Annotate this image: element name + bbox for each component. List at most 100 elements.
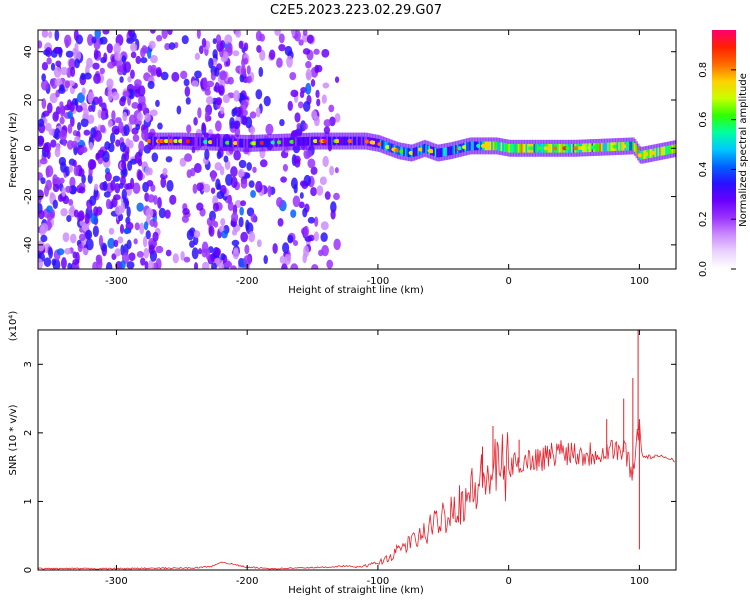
heatmap-cell (307, 136, 311, 146)
heatmap-cell (93, 206, 99, 217)
heatmap-cell (157, 122, 163, 130)
heatmap-cell (145, 230, 151, 240)
heatmap-cell (160, 71, 169, 81)
heatmap-cell (360, 136, 364, 146)
heatmap-cell (282, 242, 290, 254)
heatmap-cell (650, 150, 656, 155)
heatmap-cell (429, 149, 435, 154)
heatmap-cell (571, 143, 574, 153)
heatmap-cell (64, 80, 71, 89)
heatmap-cell (502, 142, 505, 152)
heatmap-cell (668, 145, 671, 155)
heatmap-y-tick-label: -40 (23, 237, 34, 253)
heatmap-cell (306, 34, 314, 44)
heatmap-cell (198, 45, 204, 55)
snr-x-tick-label: -200 (236, 576, 259, 587)
heatmap-cell (279, 119, 285, 127)
heatmap-cell (40, 223, 49, 233)
heatmap-cell (472, 141, 475, 151)
heatmap-cell (141, 129, 149, 141)
heatmap-cell (218, 262, 225, 269)
heatmap-x-tick-label: 100 (630, 276, 649, 287)
heatmap-cell (123, 61, 132, 73)
heatmap-cell (133, 238, 138, 245)
heatmap-cell (134, 88, 141, 98)
heatmap-cell (65, 185, 72, 193)
heatmap-cell (321, 48, 330, 58)
heatmap-cell (320, 221, 329, 231)
heatmap-cell (326, 259, 334, 269)
heatmap-cell (200, 137, 204, 147)
heatmap-cell (303, 225, 309, 238)
snr-series-line (38, 419, 676, 570)
heatmap-cell (516, 143, 519, 153)
heatmap-cell (290, 89, 299, 98)
heatmap-cell (62, 232, 70, 243)
heatmap-cell (375, 138, 378, 148)
heatmap-cell (316, 98, 321, 107)
heatmap-cell (54, 78, 63, 87)
heatmap-cell (54, 30, 60, 42)
heatmap-cell (115, 205, 123, 216)
heatmap-cell (265, 138, 268, 148)
heatmap-cell (500, 142, 504, 152)
heatmap-cell (408, 150, 414, 155)
heatmap-cell (343, 136, 347, 146)
heatmap-cell (299, 90, 305, 99)
heatmap-cell (69, 233, 77, 244)
heatmap-cell (607, 142, 610, 152)
heatmap-cell (278, 33, 285, 44)
heatmap-cell (85, 229, 93, 240)
heatmap-cell (508, 143, 511, 153)
heatmap-cell (655, 147, 659, 157)
heatmap-cell (263, 138, 267, 148)
heatmap-cell (134, 222, 140, 231)
heatmap-cell (176, 105, 182, 115)
heatmap-cell (77, 121, 82, 131)
heatmap-cell (547, 143, 551, 153)
heatmap-cell (316, 136, 320, 146)
heatmap-cell (265, 123, 274, 136)
heatmap-cell (292, 195, 301, 208)
snr-x-tick-label: 100 (630, 576, 649, 587)
heatmap-cell (229, 117, 235, 129)
heatmap-cell (320, 232, 328, 243)
heatmap-cell (197, 107, 202, 119)
heatmap-cell (665, 146, 668, 155)
heatmap-cell (230, 220, 236, 227)
heatmap-cell (194, 52, 201, 61)
heatmap-cell (610, 142, 613, 152)
heatmap-cell (370, 140, 376, 145)
heatmap-cell (150, 64, 158, 77)
snr-x-label: Height of straight line (km) (288, 585, 424, 596)
heatmap-cell (142, 236, 148, 248)
heatmap-cell (268, 138, 271, 148)
heatmap-cell (331, 136, 334, 146)
heatmap-cell (156, 34, 163, 42)
heatmap-cell (148, 40, 156, 49)
heatmap-cell (244, 139, 248, 148)
heatmap-cell (290, 209, 297, 218)
heatmap-cell (134, 79, 142, 87)
heatmap-x-tick-label: 0 (505, 276, 511, 287)
heatmap-cell (334, 167, 339, 174)
heatmap-cell (289, 139, 295, 144)
heatmap-cell (274, 30, 281, 36)
heatmap-cell (198, 248, 203, 255)
heatmap-cell (136, 251, 144, 258)
heatmap-cell (136, 202, 144, 212)
heatmap-cell (103, 52, 108, 63)
heatmap-cell (205, 248, 210, 260)
heatmap-cell (255, 138, 259, 148)
heatmap-cell (573, 146, 579, 151)
heatmap-cell (618, 142, 621, 151)
heatmap-cell (194, 70, 202, 79)
heatmap-cell (182, 136, 185, 146)
heatmap-cell (117, 236, 124, 244)
heatmap-cell (81, 174, 86, 184)
heatmap-cell (671, 144, 675, 154)
heatmap-cell (608, 142, 612, 152)
heatmap-cell (224, 260, 233, 268)
heatmap-cell (128, 114, 137, 125)
heatmap-cell (163, 139, 169, 144)
